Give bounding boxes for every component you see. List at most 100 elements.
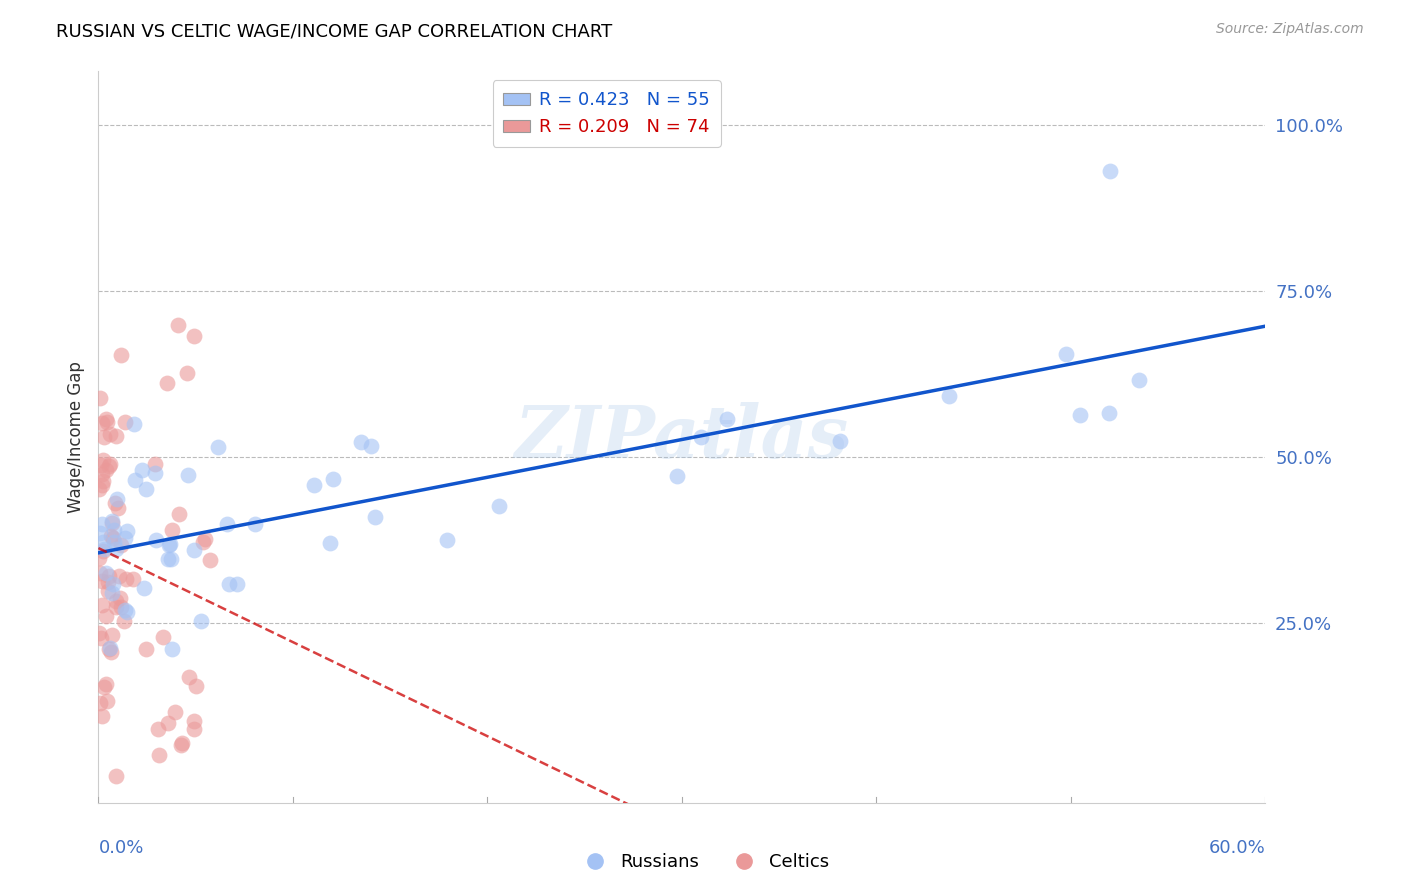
Point xyxy=(112,615,135,629)
Point xyxy=(828,434,851,449)
Point xyxy=(156,716,179,731)
Point xyxy=(98,640,121,655)
Point xyxy=(101,576,124,591)
Point xyxy=(91,599,114,613)
Point xyxy=(183,329,205,343)
Point xyxy=(145,533,167,547)
Point xyxy=(90,631,112,645)
Point xyxy=(90,467,112,482)
Point xyxy=(100,529,122,543)
Point xyxy=(101,516,124,530)
Point xyxy=(364,510,387,524)
Point xyxy=(183,714,205,728)
Point xyxy=(96,694,118,708)
Point xyxy=(193,535,215,549)
Point xyxy=(94,463,117,477)
Point xyxy=(115,573,138,587)
Point xyxy=(104,541,127,556)
Point xyxy=(110,599,132,614)
Point xyxy=(93,430,115,444)
Point xyxy=(215,517,238,532)
Point xyxy=(100,645,122,659)
Point xyxy=(91,417,114,431)
Y-axis label: Wage/Income Gap: Wage/Income Gap xyxy=(66,361,84,513)
Point xyxy=(122,417,145,431)
Point xyxy=(152,630,174,644)
Point xyxy=(124,473,146,487)
Point xyxy=(183,542,205,557)
Point xyxy=(131,463,153,477)
Point xyxy=(105,599,128,614)
Point xyxy=(91,453,114,467)
Point xyxy=(1098,406,1121,420)
Point xyxy=(179,670,201,684)
Point xyxy=(167,508,190,522)
Point xyxy=(360,439,382,453)
Point xyxy=(146,723,169,737)
Point xyxy=(98,426,121,441)
Point xyxy=(105,491,128,506)
Point xyxy=(114,602,136,616)
Point xyxy=(143,457,166,471)
Point xyxy=(488,500,510,514)
Point xyxy=(90,574,112,588)
Legend: Russians, Celtics: Russians, Celtics xyxy=(569,847,837,879)
Text: ZIPatlas: ZIPatlas xyxy=(515,401,849,473)
Point xyxy=(132,581,155,595)
Point xyxy=(96,566,118,581)
Text: RUSSIAN VS CELTIC WAGE/INCOME GAP CORRELATION CHART: RUSSIAN VS CELTIC WAGE/INCOME GAP CORREL… xyxy=(56,22,613,40)
Point xyxy=(98,569,121,583)
Point xyxy=(89,391,111,405)
Point xyxy=(1128,373,1150,387)
Point xyxy=(135,642,157,657)
Point xyxy=(159,537,181,551)
Point xyxy=(108,569,131,583)
Point xyxy=(96,677,118,691)
Point xyxy=(100,628,122,642)
Point xyxy=(97,574,120,589)
Point xyxy=(183,722,205,736)
Point xyxy=(160,523,183,537)
Point xyxy=(93,541,115,556)
Point xyxy=(319,535,342,549)
Point xyxy=(89,626,111,640)
Point xyxy=(157,552,180,566)
Point xyxy=(159,538,181,552)
Point xyxy=(207,441,229,455)
Point xyxy=(165,705,187,719)
Point xyxy=(115,606,138,620)
Point xyxy=(114,531,136,545)
Point xyxy=(100,515,122,529)
Point xyxy=(135,482,157,496)
Point xyxy=(100,586,122,600)
Point xyxy=(103,531,125,545)
Point xyxy=(91,534,114,549)
Point xyxy=(143,466,166,480)
Legend: R = 0.423   N = 55, R = 0.209   N = 74: R = 0.423 N = 55, R = 0.209 N = 74 xyxy=(492,80,721,147)
Point xyxy=(91,477,114,491)
Point xyxy=(104,594,127,608)
Point xyxy=(156,376,179,390)
Point xyxy=(91,475,114,489)
Point xyxy=(97,641,120,656)
Point xyxy=(184,680,207,694)
Point xyxy=(91,516,114,531)
Point xyxy=(172,736,194,750)
Text: 0.0%: 0.0% xyxy=(98,839,143,857)
Point xyxy=(96,412,118,426)
Point xyxy=(167,318,190,332)
Point xyxy=(160,551,183,566)
Point xyxy=(94,609,117,624)
Point xyxy=(89,566,111,580)
Point xyxy=(226,577,249,591)
Point xyxy=(690,430,713,444)
Point xyxy=(98,457,121,471)
Point xyxy=(193,532,215,546)
Point xyxy=(114,415,136,429)
Point xyxy=(190,615,212,629)
Point xyxy=(104,428,127,442)
Point xyxy=(177,467,200,482)
Point xyxy=(89,697,111,711)
Point xyxy=(1098,164,1121,178)
Point xyxy=(122,572,145,586)
